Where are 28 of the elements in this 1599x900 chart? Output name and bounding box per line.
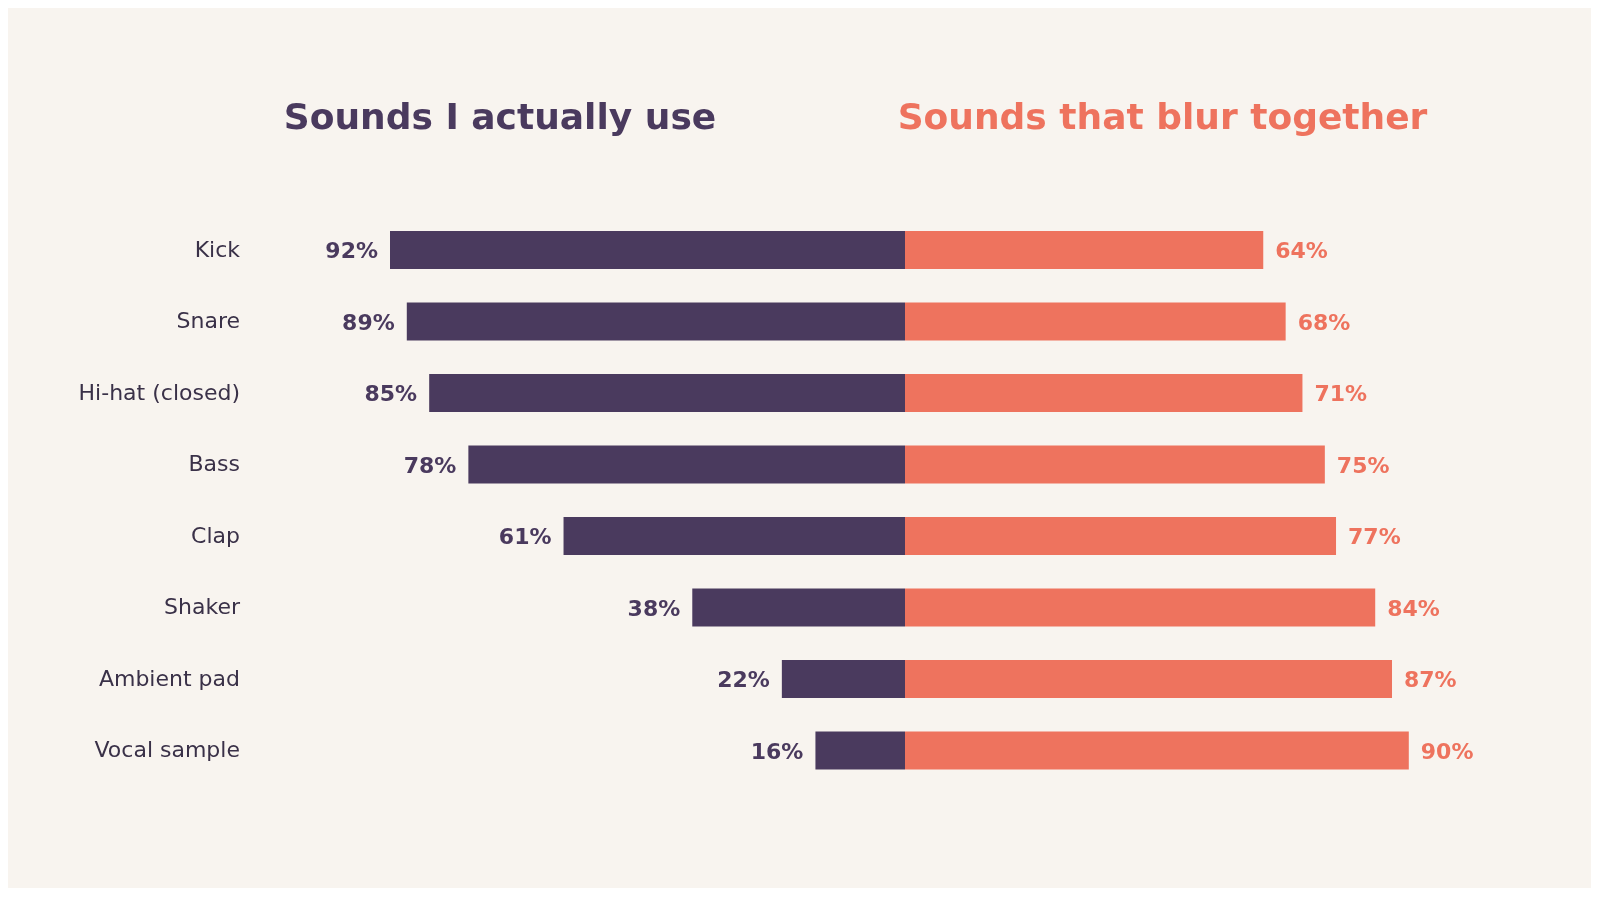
data-label: 90% xyxy=(1420,738,1474,764)
data-label: 75% xyxy=(1336,452,1390,478)
data-label: 78% xyxy=(403,452,457,478)
bar xyxy=(781,660,905,698)
y-tick-label: Hi-hat (closed) xyxy=(78,379,240,405)
y-tick-label: Vocal sample xyxy=(94,737,240,763)
chart-title: Sounds that blur together xyxy=(896,96,1429,137)
data-label: 64% xyxy=(1275,238,1328,263)
data-label: 16% xyxy=(750,738,804,764)
bar xyxy=(815,731,905,770)
data-label: 61% xyxy=(498,524,552,549)
data-label: 87% xyxy=(1404,667,1457,692)
y-tick-label: Shaker xyxy=(164,594,241,620)
data-label: 92% xyxy=(325,238,378,263)
data-label: 89% xyxy=(342,309,395,335)
y-tick-label: Bass xyxy=(188,451,240,477)
data-label: 85% xyxy=(364,381,418,406)
data-label: 71% xyxy=(1314,381,1368,406)
data-label: 77% xyxy=(1348,524,1401,549)
chart-title: Sounds I actually use xyxy=(282,96,718,137)
y-tick-label: Snare xyxy=(176,308,240,334)
y-tick-label: Ambient pad xyxy=(98,665,240,691)
data-label: 22% xyxy=(717,667,770,692)
y-tick-label: Kick xyxy=(194,236,241,262)
y-tick-label: Clap xyxy=(191,522,240,548)
data-label: 38% xyxy=(627,595,681,621)
data-label: 84% xyxy=(1387,595,1440,621)
data-label: 68% xyxy=(1297,309,1351,335)
